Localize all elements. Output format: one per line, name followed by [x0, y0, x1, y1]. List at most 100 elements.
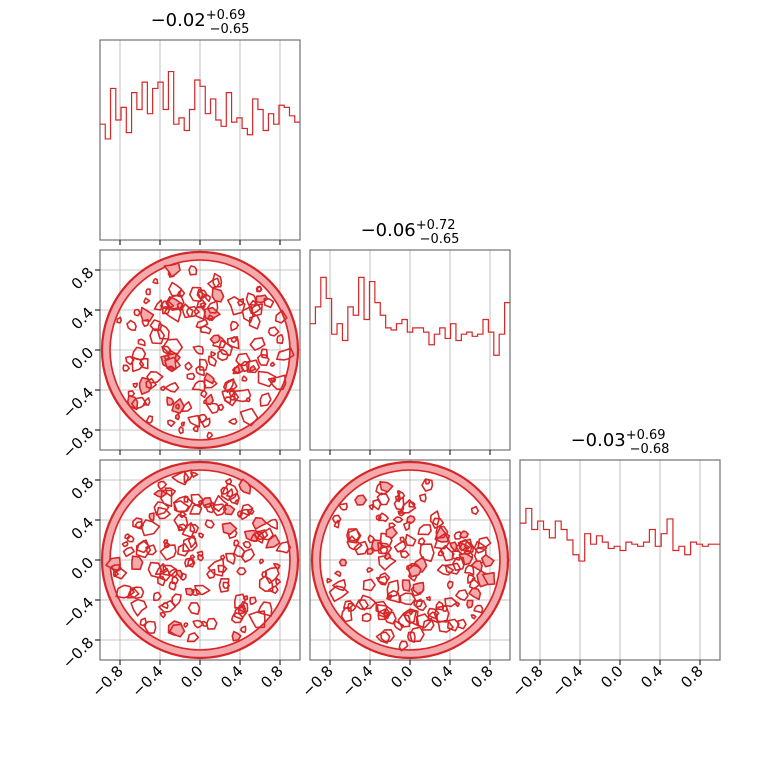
contour-blob — [143, 620, 157, 634]
contour-blob — [353, 540, 369, 556]
contour-blob — [239, 407, 259, 427]
contour-blob — [161, 345, 172, 355]
contour-blob — [211, 287, 225, 303]
contour-blob — [375, 631, 391, 644]
contour-blob — [142, 397, 151, 406]
contour-blob — [181, 303, 194, 319]
contour-blob — [235, 352, 251, 367]
contour-blob — [275, 577, 282, 586]
contour-blob — [218, 578, 230, 593]
contour-blob — [343, 600, 355, 609]
tick-label-x: −0.8 — [88, 662, 126, 700]
contour-panel-3: −0.8 −0.4 0.0 0.4 0.8 — [298, 459, 511, 701]
contour-blob — [195, 365, 205, 377]
contour-blob — [166, 396, 175, 406]
contour-blob — [124, 533, 131, 540]
histogram-panel-1: −0.02+0.69 −0.65 — [99, 8, 301, 245]
contour-blob — [230, 611, 244, 624]
contour-blob — [122, 546, 135, 558]
contour-blob — [226, 336, 240, 350]
contour-blob — [245, 397, 251, 403]
contour-blob — [347, 528, 361, 542]
contour-blob — [375, 514, 382, 521]
contour-blob — [187, 602, 201, 615]
contour-blob — [199, 301, 206, 309]
contour-blob — [200, 620, 208, 627]
contour-blob — [127, 390, 135, 397]
tick-label-x: −0.4 — [128, 662, 166, 700]
tick-label-x: 0.8 — [677, 662, 707, 692]
contour-blob — [397, 614, 411, 628]
contour-blob — [189, 503, 203, 515]
contour-blob — [240, 548, 255, 563]
contour-blob — [160, 385, 166, 392]
contour-blob — [145, 415, 154, 425]
histogram-step-line — [310, 276, 510, 356]
contour-blob — [209, 503, 227, 517]
contour-blob — [376, 604, 393, 620]
contour-blob — [187, 414, 201, 428]
contour-blob — [276, 347, 295, 361]
contour-blob — [121, 541, 129, 548]
contour-blob — [437, 549, 445, 557]
contour-blob — [436, 564, 455, 576]
contour-blob — [429, 510, 441, 526]
contour-blob — [126, 319, 137, 331]
contour-blob — [164, 356, 181, 372]
tick-label-x: −0.8 — [298, 662, 336, 700]
median-value: −0.03 — [571, 430, 626, 451]
contour-blob — [377, 512, 389, 523]
contour-blob — [145, 544, 157, 556]
contour-blob — [220, 554, 226, 560]
contour-blob — [274, 309, 288, 324]
contour-blob — [263, 297, 275, 309]
contour-blob — [382, 611, 397, 625]
contour-blob — [167, 419, 176, 428]
contour-panel-1: −0.8−0.4 0.0 0.4 0.8 — [59, 249, 301, 462]
contour-blob — [366, 547, 374, 555]
contour-blob — [253, 531, 265, 544]
contour-blob — [222, 504, 236, 516]
density-ring-fill — [101, 461, 299, 659]
contour-blob — [130, 598, 148, 617]
contour-blob — [163, 539, 169, 545]
contour-blob — [131, 555, 144, 571]
contour-blob — [206, 568, 216, 579]
contour-blob — [398, 640, 409, 652]
contour-blob — [133, 308, 141, 317]
contour-blob — [200, 325, 212, 335]
contour-blob — [236, 567, 247, 576]
contour-blob — [385, 526, 398, 539]
contour-blob — [412, 581, 425, 595]
contour-blob — [176, 301, 184, 311]
contour-blob — [459, 530, 469, 539]
contour-blob — [481, 571, 496, 586]
contour-blob — [403, 610, 418, 625]
contour-blob — [157, 322, 170, 340]
contour-blob — [276, 334, 284, 345]
contour-blob — [228, 418, 238, 425]
contour-blob — [175, 569, 183, 579]
contour-blob — [270, 377, 277, 383]
contour-blob — [238, 478, 252, 495]
contour-blob — [267, 326, 280, 337]
contour-blob — [240, 625, 247, 634]
contour-blob — [173, 500, 190, 513]
contour-blob — [468, 587, 482, 601]
contour-blob — [125, 355, 135, 366]
contour-blob — [248, 365, 257, 372]
contour-blob — [174, 412, 181, 421]
contour-blob — [145, 377, 157, 390]
contour-blob — [446, 580, 454, 590]
contour-blob — [379, 481, 394, 493]
contour-blob — [157, 575, 166, 587]
contour-blob — [414, 600, 427, 612]
contour-blob — [231, 365, 241, 374]
contour-blob — [152, 278, 159, 285]
contour-blob — [140, 306, 155, 322]
contour-blob — [332, 579, 347, 592]
contour-blob — [197, 554, 205, 562]
contour-blob — [164, 354, 170, 361]
contour-blob — [183, 622, 189, 628]
